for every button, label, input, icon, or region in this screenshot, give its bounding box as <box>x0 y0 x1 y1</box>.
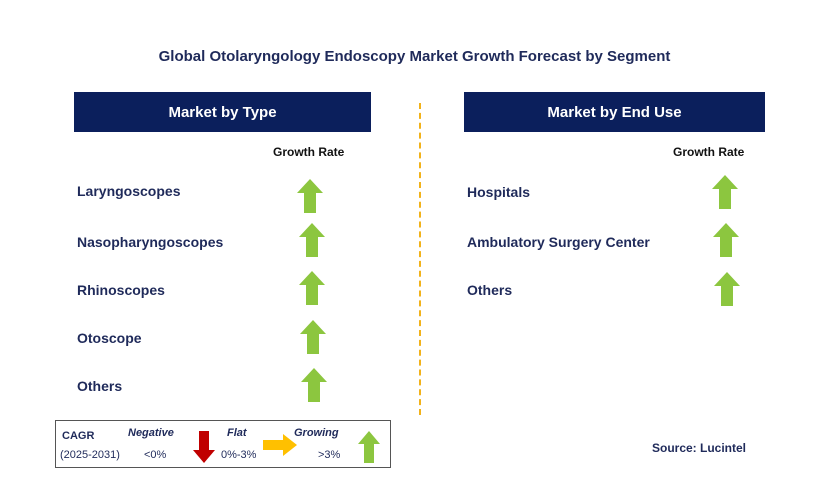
segment-label-otoscope: Otoscope <box>77 330 142 346</box>
legend-period: (2025-2031) <box>60 449 120 461</box>
chart-title: Global Otolaryngology Endoscopy Market G… <box>158 48 671 65</box>
legend-negative-range: <0% <box>144 449 167 461</box>
growing-arrow-icon <box>358 431 380 463</box>
segment-label-rhinoscopes: Rhinoscopes <box>77 282 165 298</box>
growing-arrow-icon <box>299 223 325 257</box>
market-by-end-use-header-label: Market by End Use <box>547 103 682 121</box>
panel-divider <box>419 103 421 415</box>
segment-label-laryngoscopes: Laryngoscopes <box>77 183 181 199</box>
legend-cagr-label: CAGR <box>62 430 95 442</box>
market-by-end-use-header: Market by End Use <box>464 92 765 132</box>
source-label: Source: Lucintel <box>652 441 747 455</box>
market-by-type-header-label: Market by Type <box>168 103 277 121</box>
legend-negative-label: Negative <box>128 427 174 439</box>
legend-growing-label: Growing <box>294 427 339 439</box>
segment-label-hospitals: Hospitals <box>467 184 531 200</box>
negative-arrow-icon <box>193 431 215 463</box>
growing-arrow-icon <box>297 179 323 213</box>
segment-label-nasopharyngoscopes: Nasopharyngoscopes <box>77 234 224 250</box>
growing-arrow-icon <box>300 320 326 354</box>
segment-label-others-type: Others <box>77 378 123 394</box>
growth-rate-label-end-use: Growth Rate <box>673 145 745 159</box>
segment-label-ambulatory-surgery-center: Ambulatory Surgery Center <box>467 234 650 250</box>
cagr-legend: CAGR (2025-2031) Negative <0% Flat 0%-3%… <box>55 420 391 468</box>
growing-arrow-icon <box>713 223 739 257</box>
market-by-type-header: Market by Type <box>74 92 371 132</box>
growing-arrow-icon <box>714 272 740 306</box>
flat-arrow-icon <box>263 434 297 456</box>
legend-flat-label: Flat <box>227 427 247 439</box>
growing-arrow-icon <box>301 368 327 402</box>
segment-label-others-end-use: Others <box>467 282 513 298</box>
legend-flat-range: 0%-3% <box>221 449 257 461</box>
legend-growing-range: >3% <box>318 449 341 461</box>
growth-rate-label-type: Growth Rate <box>273 145 345 159</box>
growing-arrow-icon <box>712 175 738 209</box>
growing-arrow-icon <box>299 271 325 305</box>
